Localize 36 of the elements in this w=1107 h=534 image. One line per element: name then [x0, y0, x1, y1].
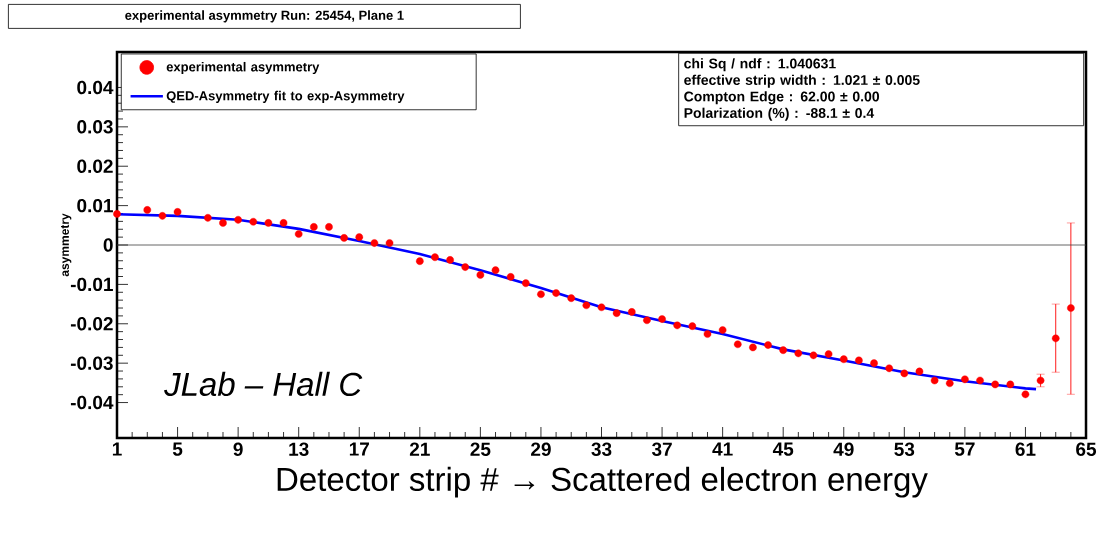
x-tick-label: 57 [954, 442, 975, 456]
legend-label: QED-Asymmetry fit to exp-Asymmetry [166, 90, 405, 103]
y-tick-label: -0.01 [70, 277, 113, 292]
y-tick-label: -0.03 [70, 356, 113, 370]
legend-label: experimental asymmetry [166, 61, 320, 75]
x-tick-label: 13 [289, 442, 309, 456]
x-tick-label: 41 [712, 442, 733, 456]
chart-title: experimental asymmetry Run: 25454, Plane 1 [125, 10, 404, 23]
y-tick-label: -0.04 [70, 395, 114, 410]
annotation: JLab – Hall C [164, 371, 363, 397]
x-tick-label: 5 [172, 442, 183, 456]
y-tick-label: 0.03 [77, 120, 113, 134]
x-tick-label: 33 [591, 442, 612, 456]
x-axis-title: Detector strip # → Scattered electron energy [277, 466, 928, 498]
x-tick-label: 21 [409, 442, 430, 456]
x-tick-label: 9 [233, 442, 243, 456]
x-tick-label: 65 [1076, 442, 1097, 456]
y-tick-label: 0.01 [77, 198, 113, 213]
x-tick-label: 45 [772, 442, 794, 456]
x-tick-label: 49 [833, 442, 854, 456]
y-tick-label: 0.02 [77, 159, 113, 173]
annotation: chi Sq / ndf : 1.040631 [684, 58, 836, 72]
x-tick-label: 61 [1015, 442, 1036, 456]
y-tick-label: 0 [103, 238, 113, 252]
y-tick-label: 0.04 [77, 80, 114, 95]
x-tick-label: 25 [470, 442, 491, 456]
annotation: Polarization (%) : -88.1 ± 0.4 [684, 107, 875, 121]
x-tick-label: 1 [112, 442, 122, 456]
y-axis-title: asymmetry [61, 213, 72, 277]
annotation: Compton Edge : 62.00 ± 0.00 [684, 91, 880, 105]
x-tick-label: 17 [349, 442, 369, 456]
x-tick-label: 53 [894, 442, 915, 456]
x-tick-label: 29 [531, 442, 551, 456]
annotation: effective strip width : 1.021 ± 0.005 [684, 74, 920, 88]
y-tick-label: -0.02 [70, 317, 113, 331]
x-tick-label: 37 [651, 442, 672, 456]
